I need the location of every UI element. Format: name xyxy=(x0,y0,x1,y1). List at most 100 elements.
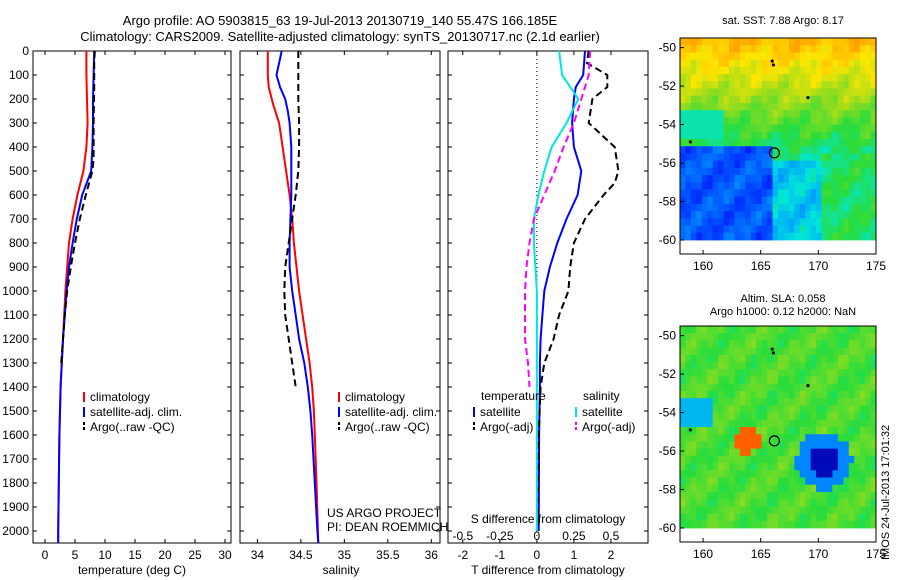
x-tick-label: 1 xyxy=(571,548,578,562)
depth-tick-label: 1100 xyxy=(3,308,29,322)
legend-t-satellite-label: satellite xyxy=(480,405,521,419)
sst-map xyxy=(680,38,877,241)
series-line-argo-adj- xyxy=(524,50,592,388)
map-y-tick-label: -54 xyxy=(659,406,677,420)
island-marker xyxy=(771,351,775,355)
depth-tick-label: 1600 xyxy=(2,428,29,442)
legend-argo-label: Argo(..raw -QC) xyxy=(90,420,175,434)
depth-tick-label: 100 xyxy=(9,68,29,82)
x-tick-label: 15 xyxy=(128,548,142,562)
map-frame xyxy=(679,325,877,543)
map-y-tick-label: -58 xyxy=(659,195,677,209)
chart-title-line1: Argo profile: AO 5903815_63 19-Jul-2013 … xyxy=(122,13,558,28)
profile-location-marker xyxy=(768,147,780,159)
island-marker xyxy=(688,140,692,144)
depth-tick-label: 1300 xyxy=(2,356,29,370)
map-y-tick-label: -60 xyxy=(659,521,677,535)
x-tick-label: 2 xyxy=(608,548,615,562)
x-tick-label: 30 xyxy=(218,548,232,562)
sla-map xyxy=(680,326,877,529)
island-marker xyxy=(806,384,810,388)
series-line-argo-adj- xyxy=(537,50,620,532)
map-y-tick-label: -50 xyxy=(659,329,677,343)
temperature-axis-label: temperature (deg C) xyxy=(77,563,187,577)
map-y-tick-label: -50 xyxy=(659,41,677,55)
x-tick-label: 0 xyxy=(42,548,49,562)
project-note: US ARGO PROJECT PI: DEAN ROEMMICH xyxy=(327,506,448,534)
series-line-climatology xyxy=(266,51,320,544)
x-tick-label: 35 xyxy=(338,548,352,562)
depth-tick-label: 1900 xyxy=(2,500,29,514)
island-marker xyxy=(806,96,810,100)
series-line-argo-raw-qc- xyxy=(60,50,96,364)
x-tick-label: -1 xyxy=(495,548,506,562)
legend-argo-label: Argo(..raw -QC) xyxy=(345,420,430,434)
plot-frame-0 xyxy=(32,50,232,544)
depth-tick-label: 500 xyxy=(9,164,29,178)
map-frame xyxy=(679,37,877,255)
depth-tick-label: 1000 xyxy=(2,284,29,298)
legend-climatology-label: climatology xyxy=(90,390,150,404)
map-x-tick-label: 170 xyxy=(808,259,828,273)
t-difference-axis-label: T difference from climatology xyxy=(471,563,625,577)
legend-s-argo-label: Argo(-adj) xyxy=(582,420,635,434)
x-tick-label: 25 xyxy=(188,548,202,562)
map-y-tick-label: -60 xyxy=(659,233,677,247)
series-line-satellite-adj-clim- xyxy=(57,50,96,543)
legend-satellite-label: satellite-adj. clim. xyxy=(345,405,437,419)
x-tick-label: -2 xyxy=(457,548,468,562)
series-line-satellite xyxy=(532,50,580,531)
depth-tick-label: 300 xyxy=(9,116,29,130)
map-y-tick-label: -52 xyxy=(659,79,677,93)
plot-frame-1 xyxy=(239,50,441,544)
depth-tick-label: 1200 xyxy=(2,332,29,346)
map-x-tick-label: 175 xyxy=(866,259,886,273)
series-line-satellite-adj-clim- xyxy=(275,50,320,544)
map-y-tick-label: -52 xyxy=(659,367,677,381)
x-tick-label: 10 xyxy=(98,548,112,562)
map-x-tick-label: 175 xyxy=(866,547,886,561)
depth-tick-label: 0 xyxy=(22,44,29,58)
chart-title-line2: Climatology: CARS2009. Satellite-adjuste… xyxy=(80,29,600,44)
depth-tick-label: 1500 xyxy=(2,404,29,418)
depth-tick-label: 1400 xyxy=(2,380,29,394)
sla-map-title-line1: Altim. SLA: 0.058 xyxy=(740,293,826,305)
depth-tick-label: 1800 xyxy=(2,476,29,490)
island-marker xyxy=(771,63,775,67)
depth-tick-label: 400 xyxy=(9,140,29,154)
series-line-argo-raw-qc- xyxy=(283,51,301,388)
x-tick-label: 35.5 xyxy=(376,548,400,562)
map-y-tick-label: -54 xyxy=(659,118,677,132)
x-tick-label: 20 xyxy=(158,548,172,562)
s-tick-label: 0.25 xyxy=(562,529,586,543)
map-x-tick-label: 165 xyxy=(751,547,771,561)
legend-t-title: temperature xyxy=(481,389,546,403)
island-marker xyxy=(770,59,774,63)
x-tick-label: 36 xyxy=(425,548,439,562)
legend-satellite-label: satellite-adj. clim. xyxy=(90,405,182,419)
map-x-tick-label: 165 xyxy=(751,259,771,273)
map-y-tick-label: -58 xyxy=(659,483,677,497)
depth-tick-label: 2000 xyxy=(2,524,29,538)
map-x-tick-label: 160 xyxy=(693,547,713,561)
s-tick-label: -0.5 xyxy=(452,529,473,543)
island-marker xyxy=(770,347,774,351)
s-tick-label: -0.25 xyxy=(486,529,514,543)
plot-frame-2 xyxy=(447,50,649,544)
depth-tick-label: 800 xyxy=(9,236,29,250)
depth-tick-label: 1700 xyxy=(2,452,29,466)
x-tick-label: 34.5 xyxy=(289,548,313,562)
map-y-tick-label: -56 xyxy=(659,156,677,170)
legend-t-argo-label: Argo(-adj) xyxy=(480,420,533,434)
depth-tick-label: 200 xyxy=(9,92,29,106)
sla-map-title-line2: Argo h1000: 0.12 h2000: NaN xyxy=(709,306,857,318)
salinity-axis-label: salinity xyxy=(322,563,360,577)
island-marker xyxy=(688,428,692,432)
map-x-tick-label: 160 xyxy=(693,259,713,273)
project-name: US ARGO PROJECT xyxy=(327,506,442,520)
timestamp-stamp: IMOS 24-Jul-2013 17:01:32 xyxy=(880,424,892,560)
s-tick-label: 0.5 xyxy=(603,529,620,543)
legend-climatology-label: climatology xyxy=(345,390,405,404)
series-line-satellite xyxy=(537,50,586,532)
